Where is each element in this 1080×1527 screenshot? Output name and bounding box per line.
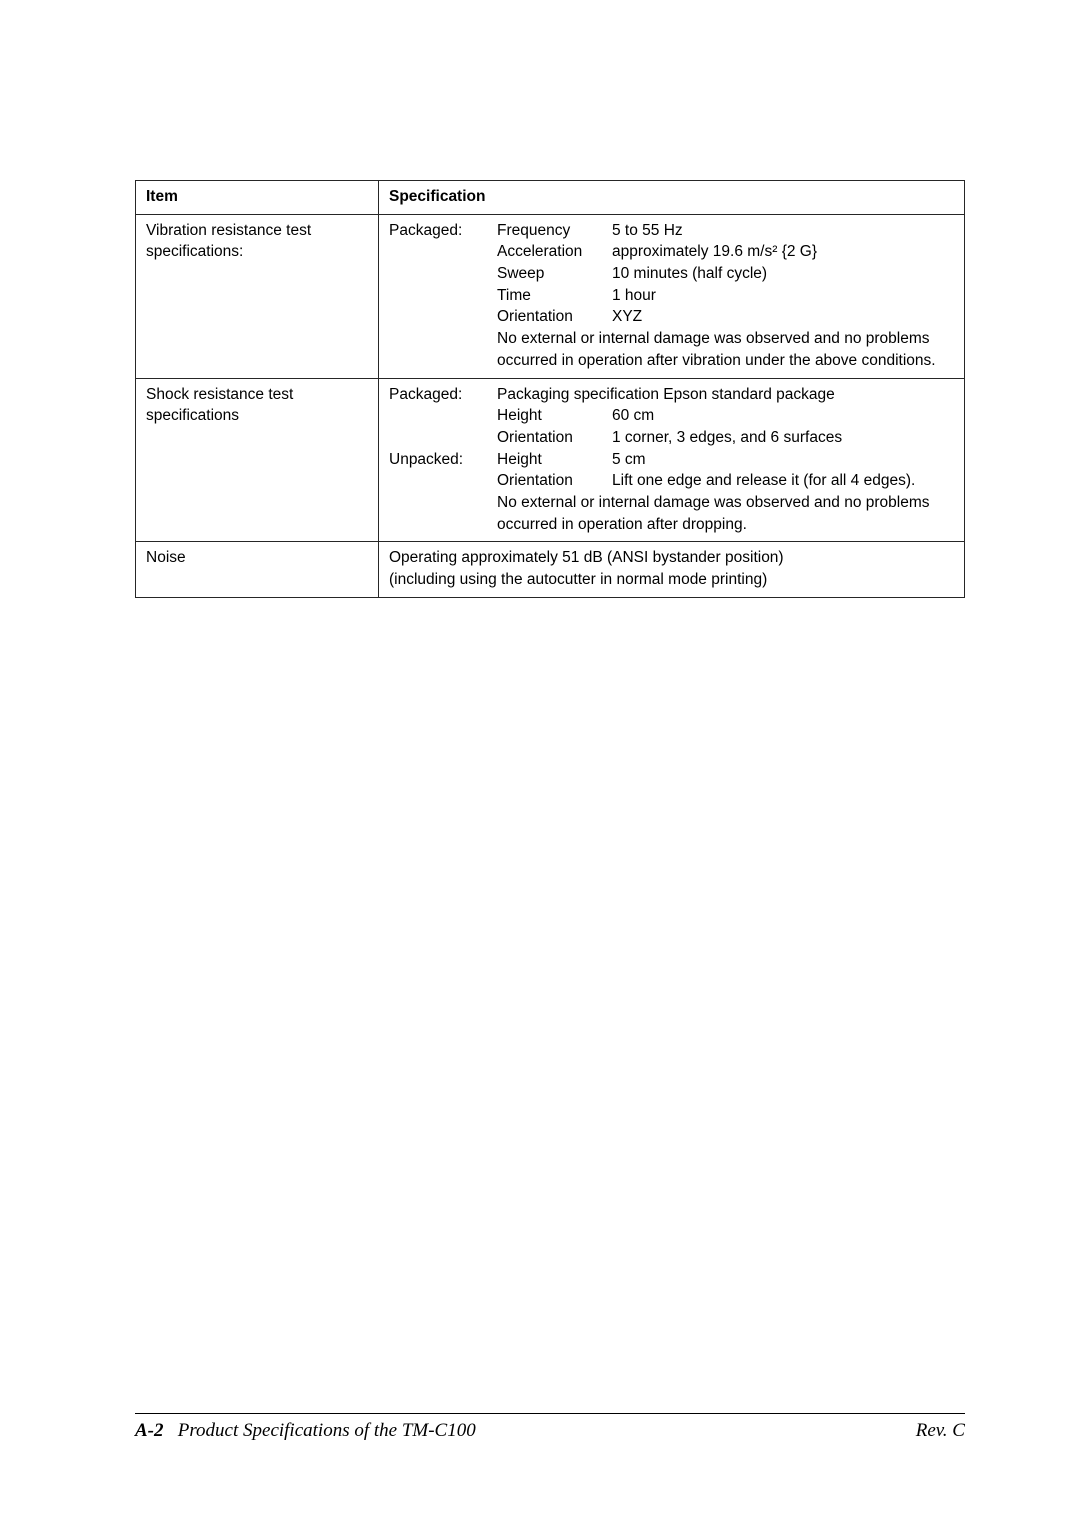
label-unpacked: Unpacked: [389, 449, 497, 536]
tail-text: No external or internal damage was obser… [497, 328, 954, 371]
footer-title: Product Specifications of the TM-C100 [178, 1420, 476, 1441]
cell-spec: Packaged: Packaging specification Epson … [379, 378, 965, 542]
cell-item: Vibration resistance test specifications… [136, 214, 379, 378]
pair-key: Height [497, 449, 612, 471]
noise-line2: (including using the autocutter in norma… [389, 569, 954, 591]
pair-key: Time [497, 285, 612, 307]
row-shock: Shock resistance test specifications Pac… [136, 378, 965, 542]
header-item: Item [136, 181, 379, 215]
cell-item: Noise [136, 542, 379, 597]
label-packaged: Packaged: [389, 220, 497, 372]
pair-key: Frequency [497, 220, 612, 242]
row-noise: Noise Operating approximately 51 dB (ANS… [136, 542, 965, 597]
footer-rule [135, 1413, 965, 1414]
spec-table: Item Specification Vibration resistance … [135, 180, 965, 598]
pair-val: 1 hour [612, 285, 656, 307]
tail-text: No external or internal damage was obser… [497, 492, 954, 535]
pair-key: Sweep [497, 263, 612, 285]
pair-val: 10 minutes (half cycle) [612, 263, 767, 285]
pair-val: 1 corner, 3 edges, and 6 surfaces [612, 427, 842, 449]
pair-val: 5 cm [612, 449, 646, 471]
noise-line1: Operating approximately 51 dB (ANSI byst… [389, 547, 954, 569]
pair-key: Height [497, 405, 612, 427]
pair-key: Orientation [497, 470, 612, 492]
pair-val: XYZ [612, 306, 642, 328]
pair-key: Acceleration [497, 241, 612, 263]
cell-spec: Operating approximately 51 dB (ANSI byst… [379, 542, 965, 597]
pair-key: Orientation [497, 427, 612, 449]
cell-spec: Packaged: Frequency5 to 55 Hz Accelerati… [379, 214, 965, 378]
pair-val: 60 cm [612, 405, 654, 427]
label-packaged: Packaged: [389, 384, 497, 449]
pair-key: Orientation [497, 306, 612, 328]
footer-page-number: A-2 [135, 1420, 164, 1441]
lead-text: Packaging specification Epson standard p… [497, 384, 842, 406]
header-spec: Specification [379, 181, 965, 215]
footer-revision: Rev. C [916, 1420, 965, 1442]
pair-val: 5 to 55 Hz [612, 220, 683, 242]
cell-item: Shock resistance test specifications [136, 378, 379, 542]
page-footer: A-2 Product Specifications of the TM-C10… [135, 1413, 965, 1442]
row-vibration: Vibration resistance test specifications… [136, 214, 965, 378]
pair-val: Lift one edge and release it (for all 4 … [612, 470, 915, 492]
pair-val: approximately 19.6 m/s² {2 G} [612, 241, 817, 263]
